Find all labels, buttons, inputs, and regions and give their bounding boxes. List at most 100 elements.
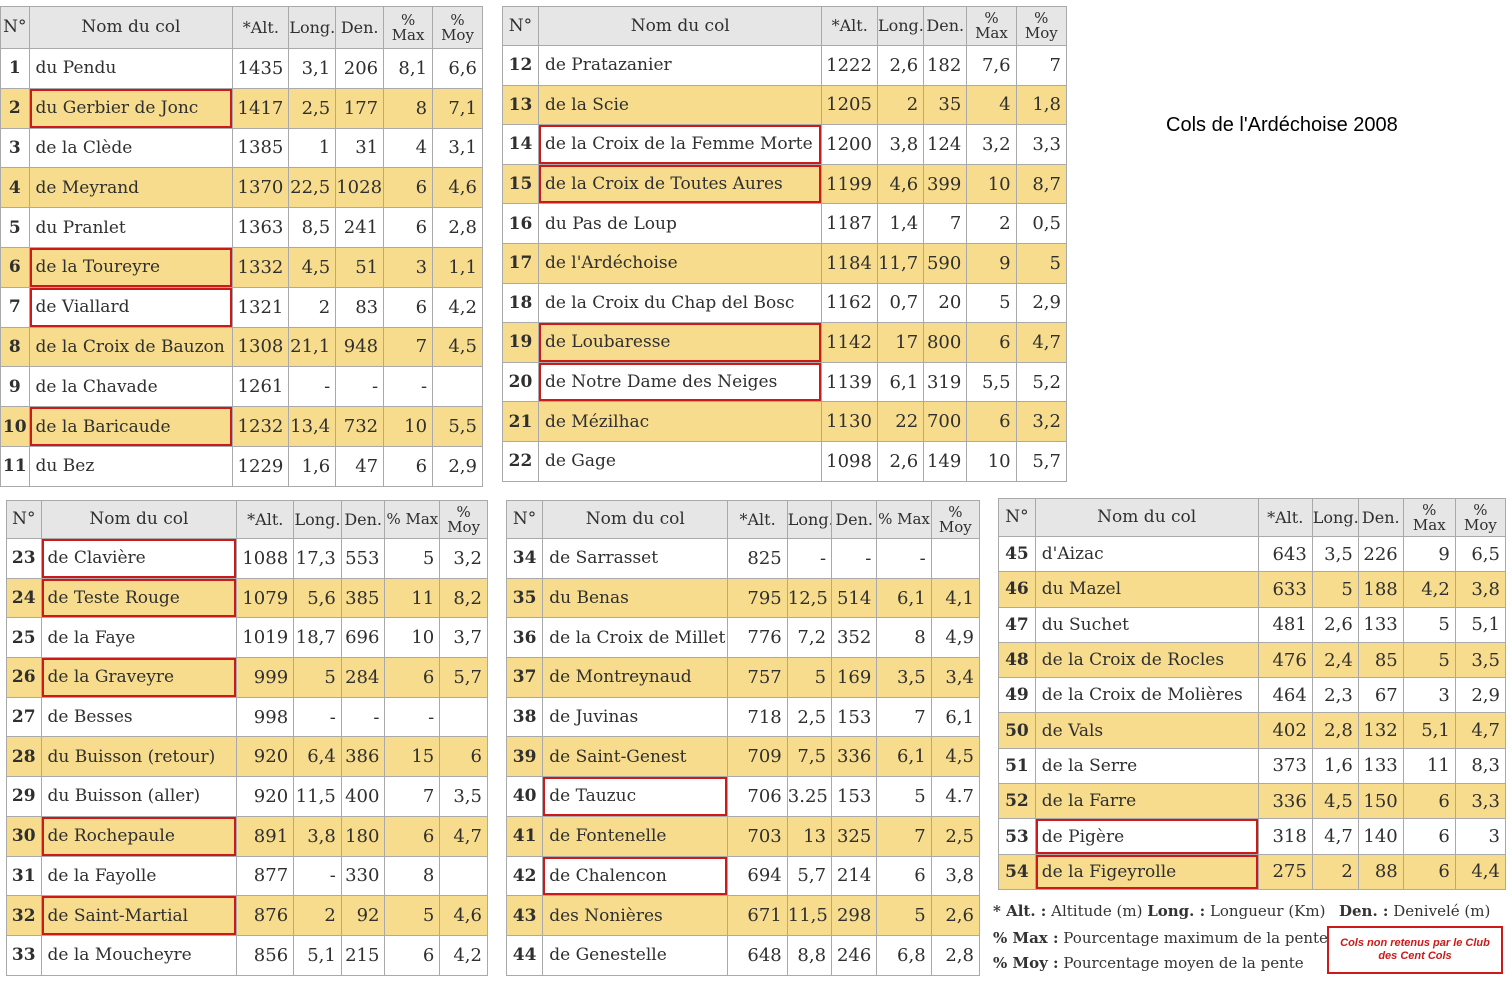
- table-row: 25 de la Faye 1019 18,7 696 10 3,7: [6, 617, 488, 659]
- col-name-excluded: de Pigère: [1034, 818, 1259, 855]
- table-row: 52 de la Farre 336 4,5 150 6 3,3: [998, 783, 1507, 820]
- length-cell: 2,5: [288, 87, 337, 129]
- table-header-row: N° Nom du col *Alt. Long. Den.% Max% Moy: [6, 500, 488, 539]
- col-name: de Fontenelle: [542, 815, 729, 857]
- header-altitude: *Alt.: [821, 6, 878, 46]
- length-cell: 2: [288, 286, 337, 328]
- elevation-gain-cell: 149: [923, 440, 968, 482]
- elevation-gain-cell: 85: [1357, 641, 1404, 679]
- length-cell: 5,6: [293, 577, 342, 619]
- col-number: 22: [502, 440, 539, 482]
- elevation-gain-cell: 700: [923, 401, 968, 442]
- length-cell: 5,1: [293, 934, 342, 976]
- elevation-gain-cell: 169: [831, 657, 878, 698]
- max-grade-cell: 6: [876, 855, 932, 897]
- table-row: 12 de Pratazanier 1222 2,6 182 7,6 7: [502, 45, 1068, 86]
- elevation-gain-cell: 153: [831, 696, 878, 738]
- avg-grade-cell: 2,6: [930, 895, 981, 936]
- col-name-excluded: de la Croix de la Femme Morte: [537, 124, 823, 165]
- length-cell: 11,5: [293, 776, 342, 817]
- length-cell: 5: [1311, 571, 1359, 608]
- avg-grade-cell: 1,1: [432, 246, 483, 288]
- elevation-gain-cell: -: [831, 538, 878, 579]
- col-number: 49: [998, 677, 1036, 714]
- altitude-cell: 998: [236, 696, 295, 738]
- col-name: de Saint-Genest: [542, 736, 729, 778]
- max-grade-cell: 5: [1402, 641, 1456, 679]
- legend-alt-len: * Alt. : Altitude (m) Long. : Longueur (…: [993, 902, 1325, 920]
- header-altitude: *Alt.: [232, 6, 290, 49]
- max-grade-cell: 6,8: [876, 934, 932, 976]
- cols-table: N° Nom du col *Alt. Long. Den.% Max% Moy 1 du …: [0, 6, 483, 487]
- altitude-cell: 476: [1257, 641, 1313, 679]
- col-name: de Gage: [537, 440, 823, 482]
- altitude-cell: 825: [727, 538, 788, 579]
- header-name: Nom du col: [537, 6, 823, 46]
- col-name-excluded: de la Toureyre: [28, 246, 234, 288]
- col-number: 13: [502, 84, 539, 126]
- altitude-cell: 1370: [232, 167, 290, 209]
- altitude-cell: 856: [236, 934, 295, 976]
- elevation-gain-cell: -: [335, 366, 385, 408]
- max-grade-cell: 5: [876, 776, 932, 817]
- elevation-gain-cell: 800: [923, 322, 968, 363]
- col-number: 9: [0, 366, 30, 408]
- elevation-gain-cell: 386: [340, 736, 386, 778]
- header-length: Long.: [293, 500, 342, 539]
- max-grade-cell: 4,2: [1402, 571, 1456, 608]
- max-grade-cell: 6,1: [876, 736, 932, 778]
- max-grade-cell: -: [383, 366, 434, 408]
- col-number: 23: [6, 538, 42, 579]
- table-row: 14 de la Croix de la Femme Morte 1200 3,8 12…: [502, 124, 1068, 165]
- altitude-cell: 1308: [232, 326, 290, 368]
- length-cell: 0,7: [876, 282, 925, 324]
- avg-grade-cell: 5: [1015, 242, 1068, 284]
- max-grade-cell: 8: [876, 617, 932, 659]
- length-cell: 4,5: [1311, 783, 1359, 820]
- legend-len-text: Longueur (Km): [1209, 902, 1326, 920]
- col-number: 25: [6, 617, 42, 659]
- header-number: N°: [0, 6, 30, 49]
- avg-grade-cell: 3,1: [432, 127, 483, 169]
- length-cell: 3,8: [876, 124, 925, 165]
- col-number: 41: [505, 815, 544, 857]
- col-name: de Vals: [1034, 712, 1259, 749]
- altitude-cell: 1199: [821, 163, 878, 205]
- length-cell: 22: [876, 401, 925, 442]
- col-name-excluded: de Loubaresse: [537, 322, 823, 363]
- length-cell: 6,1: [876, 361, 925, 403]
- header-number: N°: [502, 6, 539, 46]
- avg-grade-cell: 2,5: [930, 815, 981, 857]
- table-row: 54 de la Figeyrolle 275 2 88 6 4,4: [998, 853, 1507, 890]
- avg-grade-cell: 4,9: [930, 617, 981, 659]
- avg-grade-cell: 6,6: [432, 48, 483, 89]
- header-number: N°: [998, 498, 1036, 537]
- col-name: de la Croix de Millet: [542, 617, 729, 659]
- length-cell: 13,4: [288, 406, 337, 447]
- altitude-cell: 920: [236, 776, 295, 817]
- table-row: 47 du Suchet 481 2,6 133 5 5,1: [998, 606, 1507, 643]
- length-cell: 2: [293, 895, 342, 936]
- avg-grade-cell: 6,1: [930, 696, 981, 738]
- length-cell: 18,7: [293, 617, 342, 659]
- altitude-cell: 877: [236, 855, 295, 897]
- elevation-gain-cell: 514: [831, 577, 878, 619]
- col-number: 50: [998, 712, 1036, 749]
- max-grade-cell: 10: [966, 163, 1017, 205]
- table-row: 3 de la Clède 1385 1 31 4 3,1: [0, 127, 483, 169]
- elevation-gain-cell: 182: [923, 45, 968, 86]
- col-name: des Nonières: [542, 895, 729, 936]
- col-number: 54: [998, 853, 1036, 890]
- table-row: 49 de la Croix de Molières 464 2,3 67 3 2,9: [998, 677, 1507, 714]
- max-grade-cell: 3: [383, 246, 434, 288]
- col-number: 1: [0, 48, 30, 89]
- table-row: 4 de Meyrand 1370 22,5 1028 6 4,6: [0, 167, 483, 209]
- col-name: de la Moucheyre: [40, 934, 238, 976]
- altitude-cell: 1385: [232, 127, 290, 169]
- avg-grade-cell: 7: [1015, 45, 1068, 86]
- legend-max-key: % Max :: [993, 929, 1059, 947]
- elevation-gain-cell: 352: [831, 617, 878, 659]
- table-row: 51 de la Serre 373 1,6 133 11 8,3: [998, 747, 1507, 785]
- length-cell: 2,5: [786, 696, 833, 738]
- col-number: 17: [502, 242, 539, 284]
